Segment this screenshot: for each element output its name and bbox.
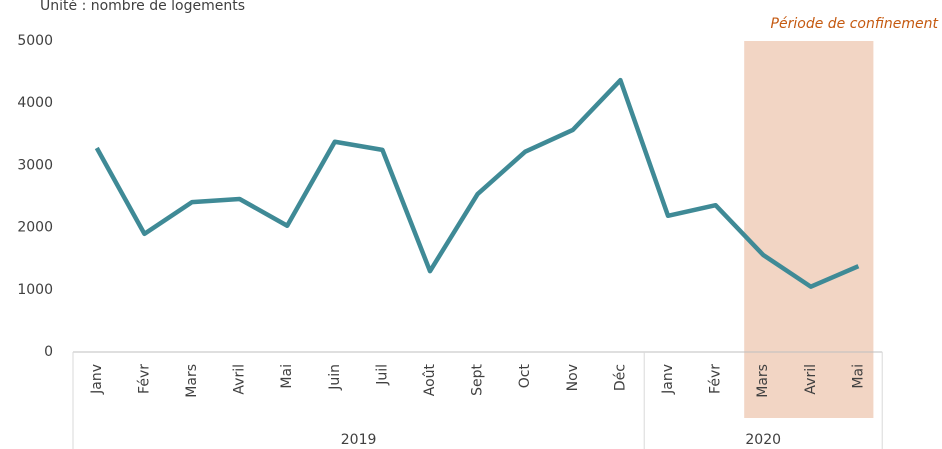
x-tick-label: Août (422, 363, 438, 396)
x-tick-label: Avril (803, 364, 819, 395)
x-tick-label: Mai (279, 364, 295, 389)
y-tick-label: 3000 (17, 157, 53, 173)
annotation: Période de confinement (771, 16, 939, 32)
x-tick-label: Mai (850, 364, 866, 389)
x-tick-label: Juin (327, 364, 343, 391)
shaded-period (744, 41, 874, 418)
y-tick-label: 1000 (17, 282, 53, 298)
y-tick-label: 0 (44, 344, 53, 360)
y-tick-label: 2000 (17, 220, 53, 236)
x-tick-label: Déc (612, 364, 628, 391)
x-tick-label: Mars (755, 364, 771, 398)
x-tick-label: Févr (136, 364, 152, 394)
y-tick-label: 4000 (17, 95, 53, 111)
x-tick-label: Sept (470, 364, 486, 396)
x-tick-label: Oct (517, 364, 533, 389)
x-tick-label: Nov (565, 364, 581, 391)
group-label: 2020 (745, 432, 781, 448)
line-series (94, 77, 860, 289)
x-tick-label: Juil (374, 364, 390, 386)
x-tick-label: Mars (184, 364, 200, 398)
x-tick-label: Janv (89, 364, 105, 395)
group-label: 2019 (341, 432, 377, 448)
x-tick-label: Janv (660, 364, 676, 395)
y-tick-label: 5000 (17, 33, 53, 49)
x-tick-label: Avril (232, 364, 248, 395)
x-tick-label: Févr (708, 364, 724, 394)
chart-title: Unité : nombre de logements (40, 0, 245, 14)
